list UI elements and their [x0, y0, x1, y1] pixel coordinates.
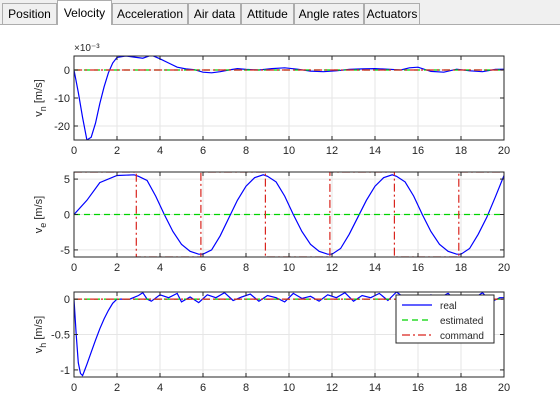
- plot-3: 0 2 4 6 8 10 12 14 16 18 20 -1 -0.5 0 vh [m/s] real esti…: [33, 291, 510, 394]
- x-tick-label: 10: [283, 145, 295, 157]
- x-tick-label: 14: [369, 382, 381, 394]
- x-tick-label: 20: [498, 382, 510, 394]
- y-tick-label: 5: [64, 174, 70, 186]
- y-tick-label: -5: [60, 245, 70, 257]
- x-tick-label: 20: [498, 145, 510, 157]
- y-tick-label: -20: [54, 121, 70, 133]
- y-tick-label: -10: [54, 93, 70, 105]
- tab-position[interactable]: Position: [2, 3, 57, 24]
- x-tick-label: 2: [114, 262, 120, 274]
- x-tick-label: 16: [412, 382, 424, 394]
- y-axis-label: ve [m/s]: [33, 196, 48, 233]
- y-tick-label: -1: [60, 365, 70, 377]
- x-tick-label: 10: [283, 382, 295, 394]
- x-tick-label: 14: [369, 262, 381, 274]
- x-tick-label: 4: [157, 145, 163, 157]
- y-axis-label: vh [m/s]: [33, 316, 48, 353]
- x-tick-label: 6: [200, 262, 206, 274]
- tab-bar: Position Velocity Acceleration Air data Atti…: [0, 0, 560, 25]
- x-tick-label: 6: [200, 145, 206, 157]
- legend-label-estimated: estimated: [440, 316, 483, 327]
- legend-label-command: command: [440, 331, 484, 342]
- x-tick-label: 10: [283, 262, 295, 274]
- x-tick-label: 12: [326, 145, 338, 157]
- tab-acceleration[interactable]: Acceleration: [112, 3, 188, 24]
- x-tick-label: 6: [200, 382, 206, 394]
- x-tick-label: 18: [455, 382, 467, 394]
- y-tick-label: 0: [64, 294, 70, 306]
- legend-label-real: real: [440, 301, 457, 312]
- x-tick-label: 14: [369, 145, 381, 157]
- tab-angle-rates[interactable]: Angle rates: [294, 3, 364, 24]
- x-tick-label: 16: [412, 145, 424, 157]
- y-tick-label: 0: [64, 65, 70, 77]
- tab-attitude[interactable]: Attitude: [241, 3, 294, 24]
- x-tick-label: 20: [498, 262, 510, 274]
- legend-box: [395, 294, 495, 344]
- x-tick-label: 4: [157, 262, 163, 274]
- series-real: [74, 174, 504, 255]
- x-tick-label: 4: [157, 382, 163, 394]
- x-tick-label: 16: [412, 262, 424, 274]
- x-tick-label: 12: [326, 262, 338, 274]
- legend: real estimated command: [395, 294, 495, 344]
- tab-velocity[interactable]: Velocity: [57, 0, 112, 25]
- plot-1: 0 2 4 6 8 10 12 14 16 18 20 -20 -10 0 vn [m/s] ×10⁻³: [33, 43, 510, 157]
- x-tick-label: 18: [455, 145, 467, 157]
- tab-actuators[interactable]: Actuators: [364, 3, 420, 24]
- x-tick-label: 8: [243, 262, 249, 274]
- x-tick-label: 12: [326, 382, 338, 394]
- x-tick-label: 0: [71, 382, 77, 394]
- x-tick-label: 2: [114, 145, 120, 157]
- y-axis-exponent: ×10⁻³: [74, 43, 100, 54]
- tab-air-data[interactable]: Air data: [188, 3, 241, 24]
- x-tick-label: 2: [114, 382, 120, 394]
- y-tick-label: 0: [64, 210, 70, 222]
- x-tick-label: 0: [71, 145, 77, 157]
- y-tick-label: -0.5: [51, 330, 70, 342]
- x-tick-label: 8: [243, 145, 249, 157]
- x-tick-label: 8: [243, 382, 249, 394]
- x-tick-label: 0: [71, 262, 77, 274]
- x-tick-label: 18: [455, 262, 467, 274]
- y-axis-label: vn [m/s]: [33, 79, 48, 116]
